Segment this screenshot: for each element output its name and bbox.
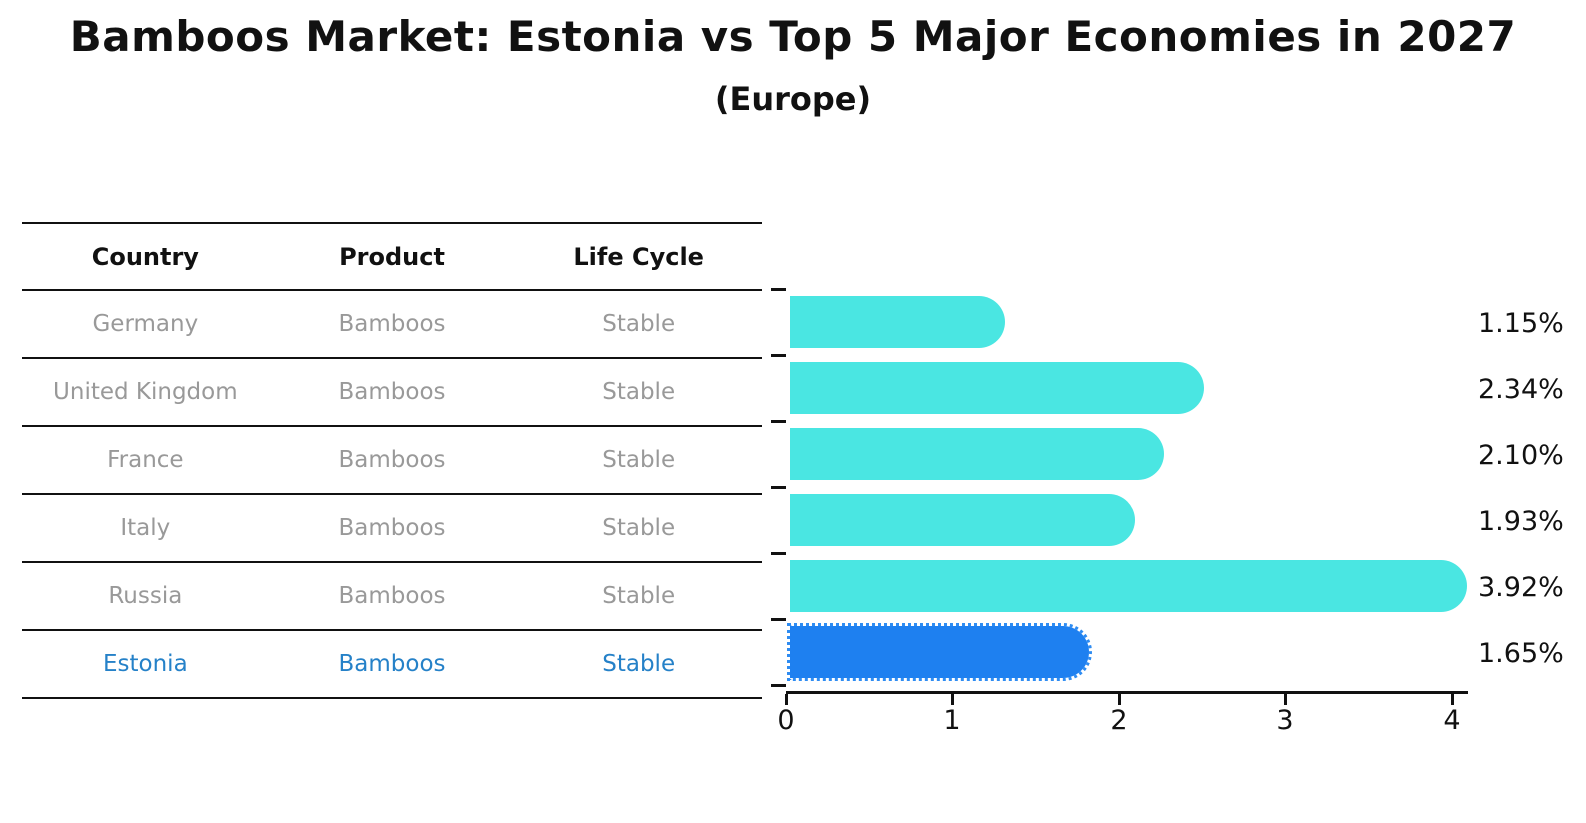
value-label-italy: 1.93% (1478, 506, 1564, 537)
life-cycle-cell: Stable (602, 379, 676, 405)
chart-subtitle: (Europe) (714, 80, 872, 118)
life-cycle-cell: Stable (602, 311, 676, 337)
table-header-row: Country Product Life Cycle (22, 222, 762, 291)
y-tick-5 (771, 618, 786, 621)
life-cycle-cell: Stable (602, 583, 676, 609)
bar-estonia (787, 623, 1092, 681)
x-tick-label-0: 0 (777, 705, 795, 736)
x-tick-0 (785, 694, 788, 705)
column-header-country: Country (91, 242, 199, 271)
bar-russia (790, 560, 1467, 612)
value-label-russia: 3.92% (1478, 572, 1564, 603)
product-cell: Bamboos (338, 651, 446, 677)
y-tick-1 (771, 354, 786, 357)
x-tick-label-1: 1 (943, 705, 961, 736)
x-axis-line (786, 691, 1468, 694)
x-tick-label-3: 3 (1276, 705, 1294, 736)
y-tick-2 (771, 420, 786, 423)
bar-germany (790, 296, 1005, 348)
x-tick-1 (951, 694, 954, 705)
y-tick-4 (771, 552, 786, 555)
country-cell: Estonia (103, 651, 188, 677)
y-tick-0 (771, 288, 786, 291)
country-cell: France (107, 447, 184, 473)
table-row-italy: Italy Bamboos Stable (22, 495, 762, 563)
life-cycle-cell: Stable (602, 651, 676, 677)
country-cell: Russia (108, 583, 183, 609)
product-cell: Bamboos (338, 583, 446, 609)
country-cell: United Kingdom (53, 379, 238, 405)
table-row-united-kingdom: United Kingdom Bamboos Stable (22, 359, 762, 427)
column-header-product: Product (339, 242, 445, 271)
life-cycle-cell: Stable (602, 447, 676, 473)
x-tick-label-2: 2 (1110, 705, 1128, 736)
x-tick-3 (1284, 694, 1287, 705)
x-tick-label-4: 4 (1443, 705, 1461, 736)
value-label-united-kingdom: 2.34% (1478, 374, 1564, 405)
chart-title: Bamboos Market: Estonia vs Top 5 Major E… (69, 12, 1517, 61)
y-tick-3 (771, 486, 786, 489)
table-row-germany: Germany Bamboos Stable (22, 291, 762, 359)
product-cell: Bamboos (338, 311, 446, 337)
product-cell: Bamboos (338, 447, 446, 473)
product-cell: Bamboos (338, 379, 446, 405)
value-label-germany: 1.15% (1478, 308, 1564, 339)
country-cell: Italy (120, 515, 171, 541)
life-cycle-cell: Stable (602, 515, 676, 541)
column-header-life-cycle: Life Cycle (573, 242, 704, 271)
country-cell: Germany (92, 311, 199, 337)
x-tick-4 (1451, 694, 1454, 705)
y-tick-6 (771, 684, 786, 687)
bar-france (790, 428, 1164, 480)
value-label-estonia: 1.65% (1478, 638, 1564, 669)
x-tick-2 (1118, 694, 1121, 705)
product-cell: Bamboos (338, 515, 446, 541)
value-label-france: 2.10% (1478, 440, 1564, 471)
country-table: Country Product Life Cycle Germany Bambo… (22, 222, 762, 699)
table-row-russia: Russia Bamboos Stable (22, 563, 762, 631)
bar-united-kingdom (790, 362, 1204, 414)
table-row-france: France Bamboos Stable (22, 427, 762, 495)
bar-italy (790, 494, 1135, 546)
table-row-estonia: Estonia Bamboos Stable (22, 631, 762, 699)
